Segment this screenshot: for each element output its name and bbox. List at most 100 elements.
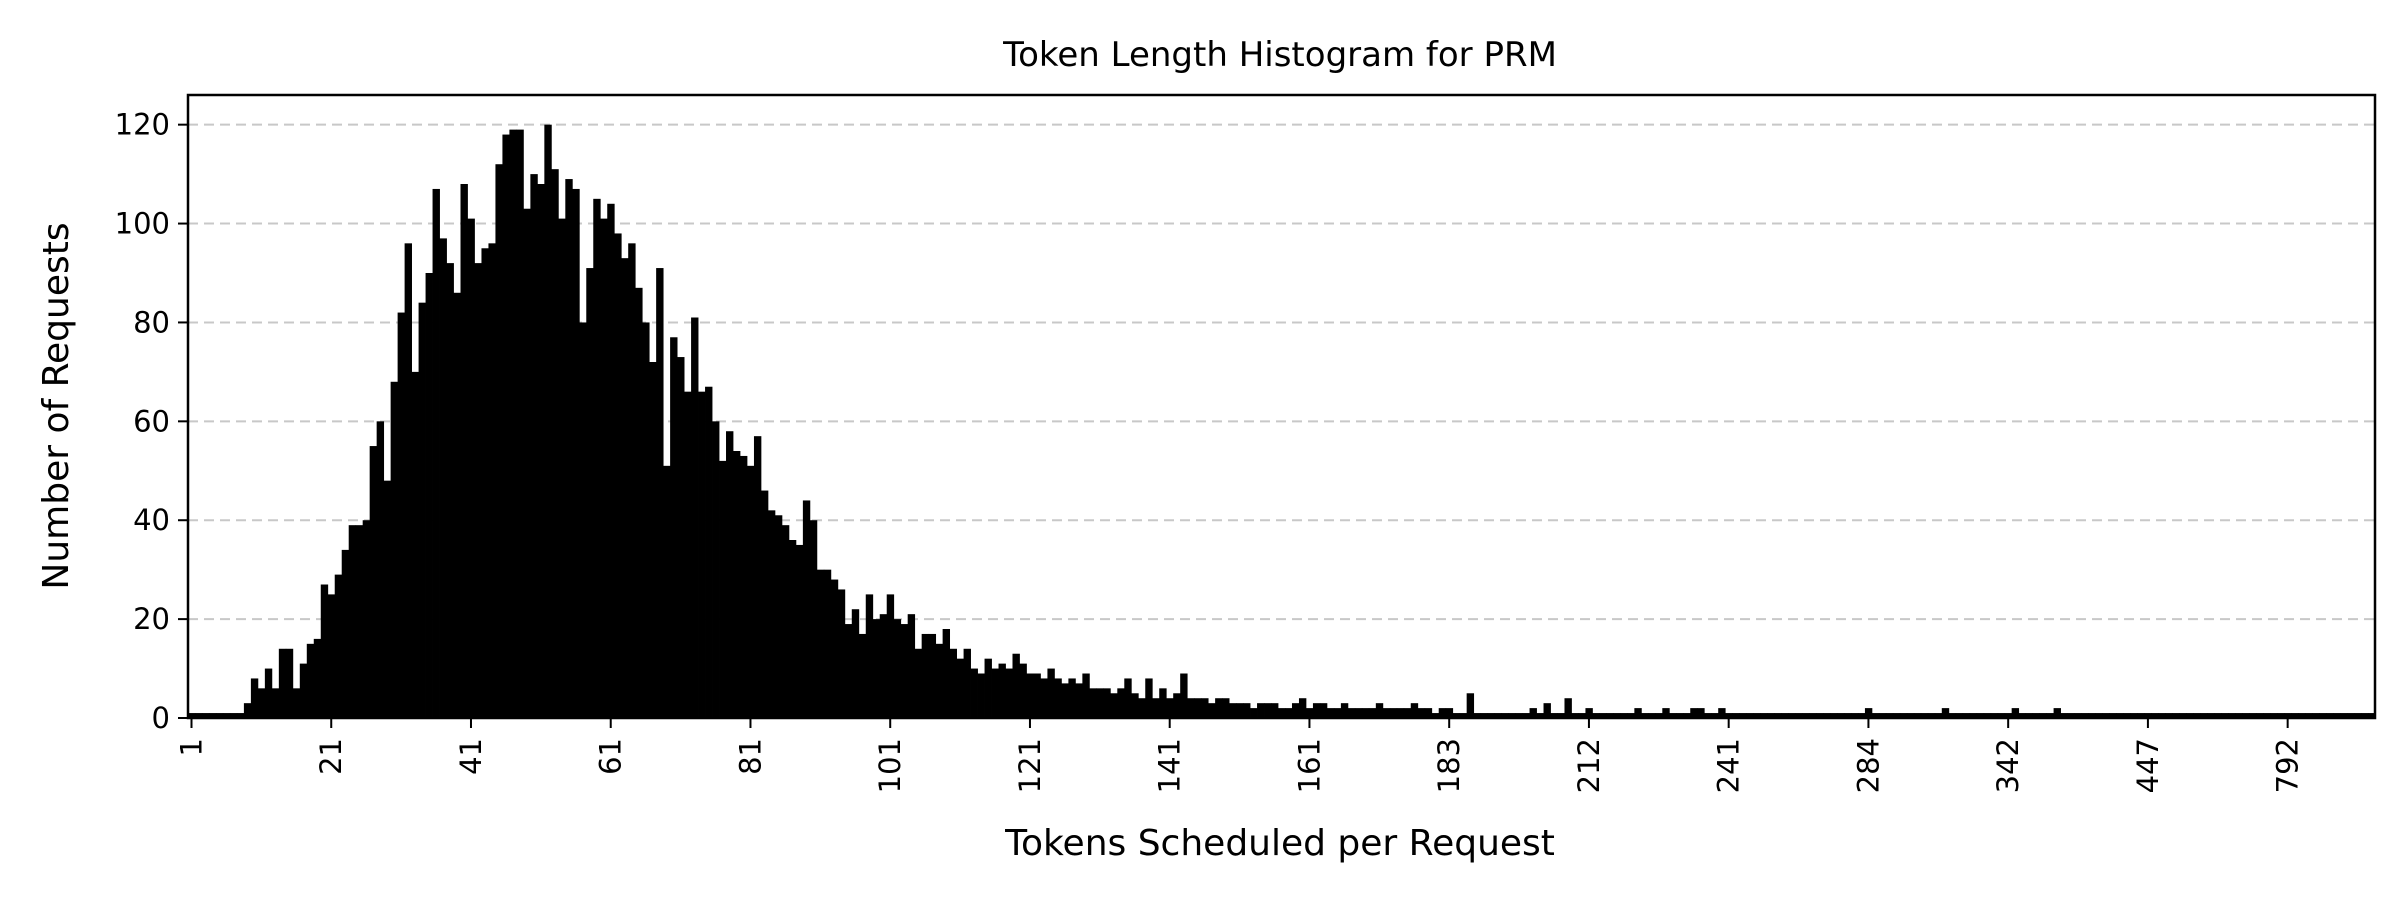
bar-72 <box>691 317 699 718</box>
x-axis-label: Tokens Scheduled per Request <box>1004 823 1555 864</box>
bar-119 <box>1019 663 1027 718</box>
y-tick-label-40: 40 <box>133 503 170 537</box>
plot-frame <box>186 93 2377 720</box>
bar-232 <box>1809 713 1817 718</box>
gridlines <box>188 123 2375 621</box>
bar-220 <box>1725 713 1733 718</box>
bar-228 <box>1781 713 1789 718</box>
bar-103 <box>907 614 916 718</box>
bar-237 <box>1843 713 1852 718</box>
x-tick-label-61: 61 <box>594 738 628 775</box>
bar-88 <box>802 500 811 718</box>
bar-249 <box>1927 713 1936 718</box>
bar-241 <box>1871 713 1880 718</box>
y-tick-label-0: 0 <box>152 701 170 735</box>
bar-62 <box>621 258 629 718</box>
bar-111 <box>963 648 971 718</box>
bar-257 <box>1983 713 1992 718</box>
bar-312 <box>2368 713 2376 718</box>
bar-121 <box>1033 673 1041 718</box>
bar-195 <box>1550 713 1558 718</box>
bar-66 <box>649 362 657 718</box>
bar-224 <box>1753 713 1761 718</box>
bar-216 <box>1697 708 1705 718</box>
bar-5 <box>222 713 231 718</box>
bar-231 <box>1802 713 1810 718</box>
bar-242 <box>1878 713 1887 718</box>
bar-184 <box>1473 713 1482 718</box>
bar-137 <box>1145 678 1153 718</box>
bar-258 <box>1990 713 1999 718</box>
bar-186 <box>1487 713 1496 718</box>
bar-85 <box>781 525 790 718</box>
bar-28 <box>383 480 392 718</box>
bar-234 <box>1823 713 1831 718</box>
bar-7 <box>236 713 245 718</box>
bar-272 <box>2088 713 2096 718</box>
bar-79 <box>739 455 748 718</box>
bar-225 <box>1760 713 1768 718</box>
bar-215 <box>1690 708 1698 718</box>
bar-277 <box>2123 713 2131 718</box>
bar-159 <box>1298 698 1307 718</box>
bar-120 <box>1026 673 1034 718</box>
bar-260 <box>2004 713 2013 718</box>
bar-90 <box>816 569 825 718</box>
bar-221 <box>1732 713 1740 718</box>
bar-102 <box>900 624 909 718</box>
bar-275 <box>2109 713 2117 718</box>
bar-274 <box>2102 713 2110 718</box>
bar-185 <box>1480 713 1489 718</box>
bar-10 <box>257 688 266 718</box>
bar-95 <box>851 609 860 718</box>
bar-266 <box>2046 713 2054 718</box>
bar-163 <box>1326 708 1335 718</box>
bar-129 <box>1089 688 1097 718</box>
bar-165 <box>1340 703 1349 718</box>
bar-250 <box>1934 713 1943 718</box>
bar-116 <box>998 663 1006 718</box>
bar-155 <box>1271 703 1279 718</box>
bar-38 <box>453 292 461 718</box>
bar-208 <box>1641 713 1649 718</box>
bar-146 <box>1208 703 1216 718</box>
x-axis: 1 21 41 61 81 101 121 141 161 183 212 241 284 342 447 7… <box>174 718 2305 793</box>
bar-14 <box>285 648 294 718</box>
bar-128 <box>1082 673 1090 718</box>
bar-172 <box>1389 708 1398 718</box>
x-tick-label-792: 792 <box>2271 738 2305 793</box>
bar-283 <box>2165 713 2173 718</box>
bar-48 <box>523 208 531 718</box>
bar-303 <box>2305 713 2313 718</box>
bar-264 <box>2032 713 2041 718</box>
bar-174 <box>1403 708 1412 718</box>
bar-101 <box>893 619 902 718</box>
bar-39 <box>460 184 468 718</box>
bar-282 <box>2158 713 2166 718</box>
bar-259 <box>1997 713 2006 718</box>
bar-57 <box>586 268 594 718</box>
x-tick-label-161: 161 <box>1292 738 1326 793</box>
bar-97 <box>865 594 874 718</box>
bar-113 <box>977 673 985 718</box>
bar-145 <box>1201 698 1209 718</box>
bar-188 <box>1501 713 1509 718</box>
bar-56 <box>579 322 587 718</box>
bar-293 <box>2235 713 2243 718</box>
bar-76 <box>719 460 727 718</box>
bar-190 <box>1515 713 1523 718</box>
bar-108 <box>942 629 951 718</box>
bar-140 <box>1166 698 1174 718</box>
bar-201 <box>1592 713 1600 718</box>
bar-143 <box>1187 698 1195 718</box>
bar-205 <box>1620 713 1628 718</box>
bar-192 <box>1529 708 1537 718</box>
bar-176 <box>1417 708 1426 718</box>
bar-291 <box>2221 713 2229 718</box>
bar-99 <box>879 614 888 718</box>
bar-306 <box>2326 713 2334 718</box>
bar-46 <box>509 129 517 719</box>
bar-130 <box>1096 688 1104 718</box>
x-tick-label-183: 183 <box>1432 738 1466 793</box>
bar-197 <box>1564 698 1572 718</box>
